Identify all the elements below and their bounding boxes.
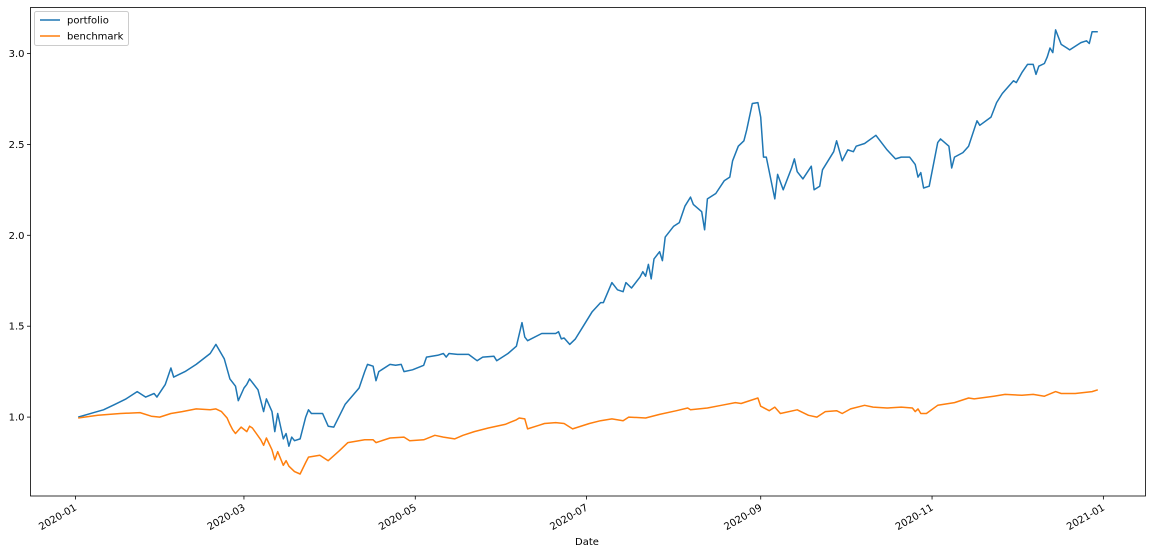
x-axis: 2020-01 2020-03 2020-05 2020-07 2020-09 2020-… (37, 496, 1107, 533)
y-tick-label: 3.0 (9, 49, 25, 60)
x-tick-label: 2020-07 (548, 503, 590, 533)
x-axis-label: Date (575, 537, 599, 548)
y-tick-label: 1.0 (9, 413, 25, 424)
series-line-portfolio (77, 29, 1098, 447)
y-tick-label: 2.0 (9, 231, 25, 242)
y-axis: 1.0 1.5 2.0 2.5 3.0 (9, 49, 31, 424)
x-tick-label: 2020-11 (894, 503, 936, 533)
legend: portfolio benchmark (34, 11, 129, 46)
y-tick-label: 1.5 (9, 322, 25, 333)
x-tick-label: 2020-03 (206, 503, 248, 533)
legend-label-benchmark: benchmark (67, 32, 124, 43)
x-tick-label: 2021-01 (1065, 503, 1107, 533)
x-tick-label: 2020-05 (377, 503, 419, 533)
y-tick-label: 2.5 (9, 140, 25, 151)
x-tick-label: 2020-09 (723, 503, 765, 533)
series-layer (77, 29, 1099, 475)
plot-frame (30, 7, 1146, 497)
legend-label-portfolio: portfolio (67, 16, 109, 27)
x-tick-label: 2020-01 (37, 503, 79, 533)
series-line-benchmark (78, 389, 1099, 475)
